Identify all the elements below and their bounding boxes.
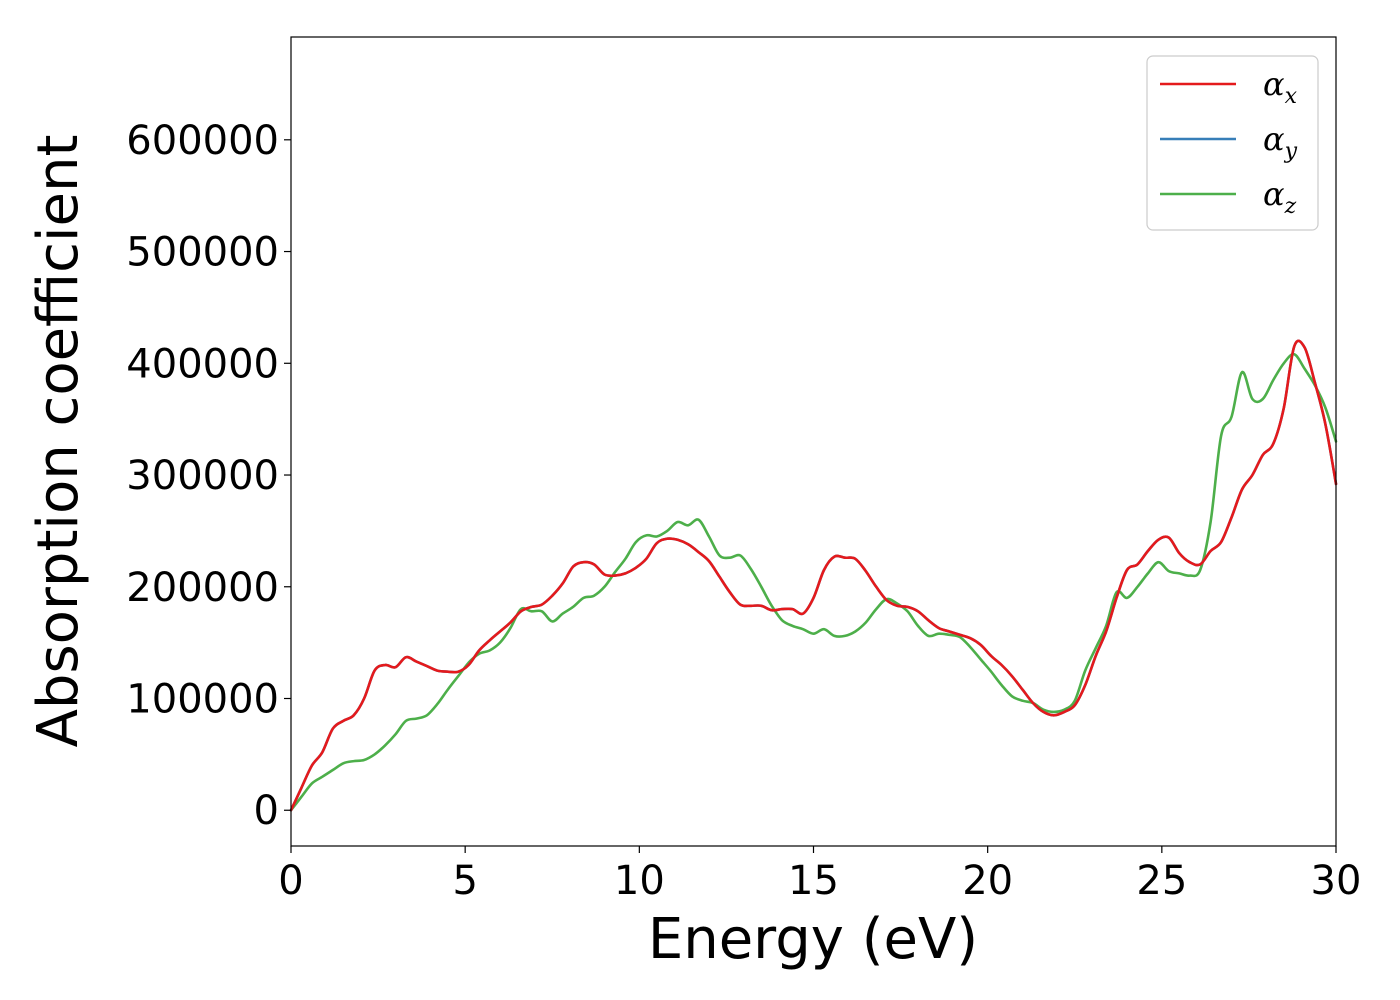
legend-label-x: αx — [1263, 65, 1298, 109]
y-tick-label: 600000 — [126, 118, 279, 164]
y-tick-label: 400000 — [126, 341, 279, 387]
x-tick-label: 5 — [452, 858, 477, 904]
x-tick-label: 0 — [278, 858, 303, 904]
y-tick-label: 300000 — [126, 453, 279, 499]
x-tick-label: 15 — [788, 858, 839, 904]
y-axis-ticks: 0 100000 200000 300000 400000 500000 600000 — [126, 118, 291, 834]
x-tick-label: 30 — [1311, 858, 1362, 904]
legend-box — [1146, 55, 1319, 231]
legend-label-y: αy — [1263, 120, 1298, 164]
y-tick-label: 0 — [254, 788, 279, 834]
legend: αx αy αz — [1146, 55, 1319, 231]
x-axis-ticks: 0 5 10 15 20 25 30 — [278, 846, 1361, 904]
y-tick-label: 500000 — [126, 230, 279, 276]
series-line-x — [289, 339, 1338, 812]
x-axis-title: Energy (eV) — [648, 907, 978, 972]
y-tick-label: 100000 — [126, 677, 279, 723]
y-tick-label: 200000 — [126, 565, 279, 611]
y-axis-title: Absorption coefficient — [26, 135, 91, 748]
series-lines — [289, 339, 1338, 812]
x-tick-label: 10 — [614, 858, 665, 904]
x-tick-label: 25 — [1136, 858, 1187, 904]
x-tick-label: 20 — [962, 858, 1013, 904]
legend-label-z: αz — [1263, 175, 1297, 219]
